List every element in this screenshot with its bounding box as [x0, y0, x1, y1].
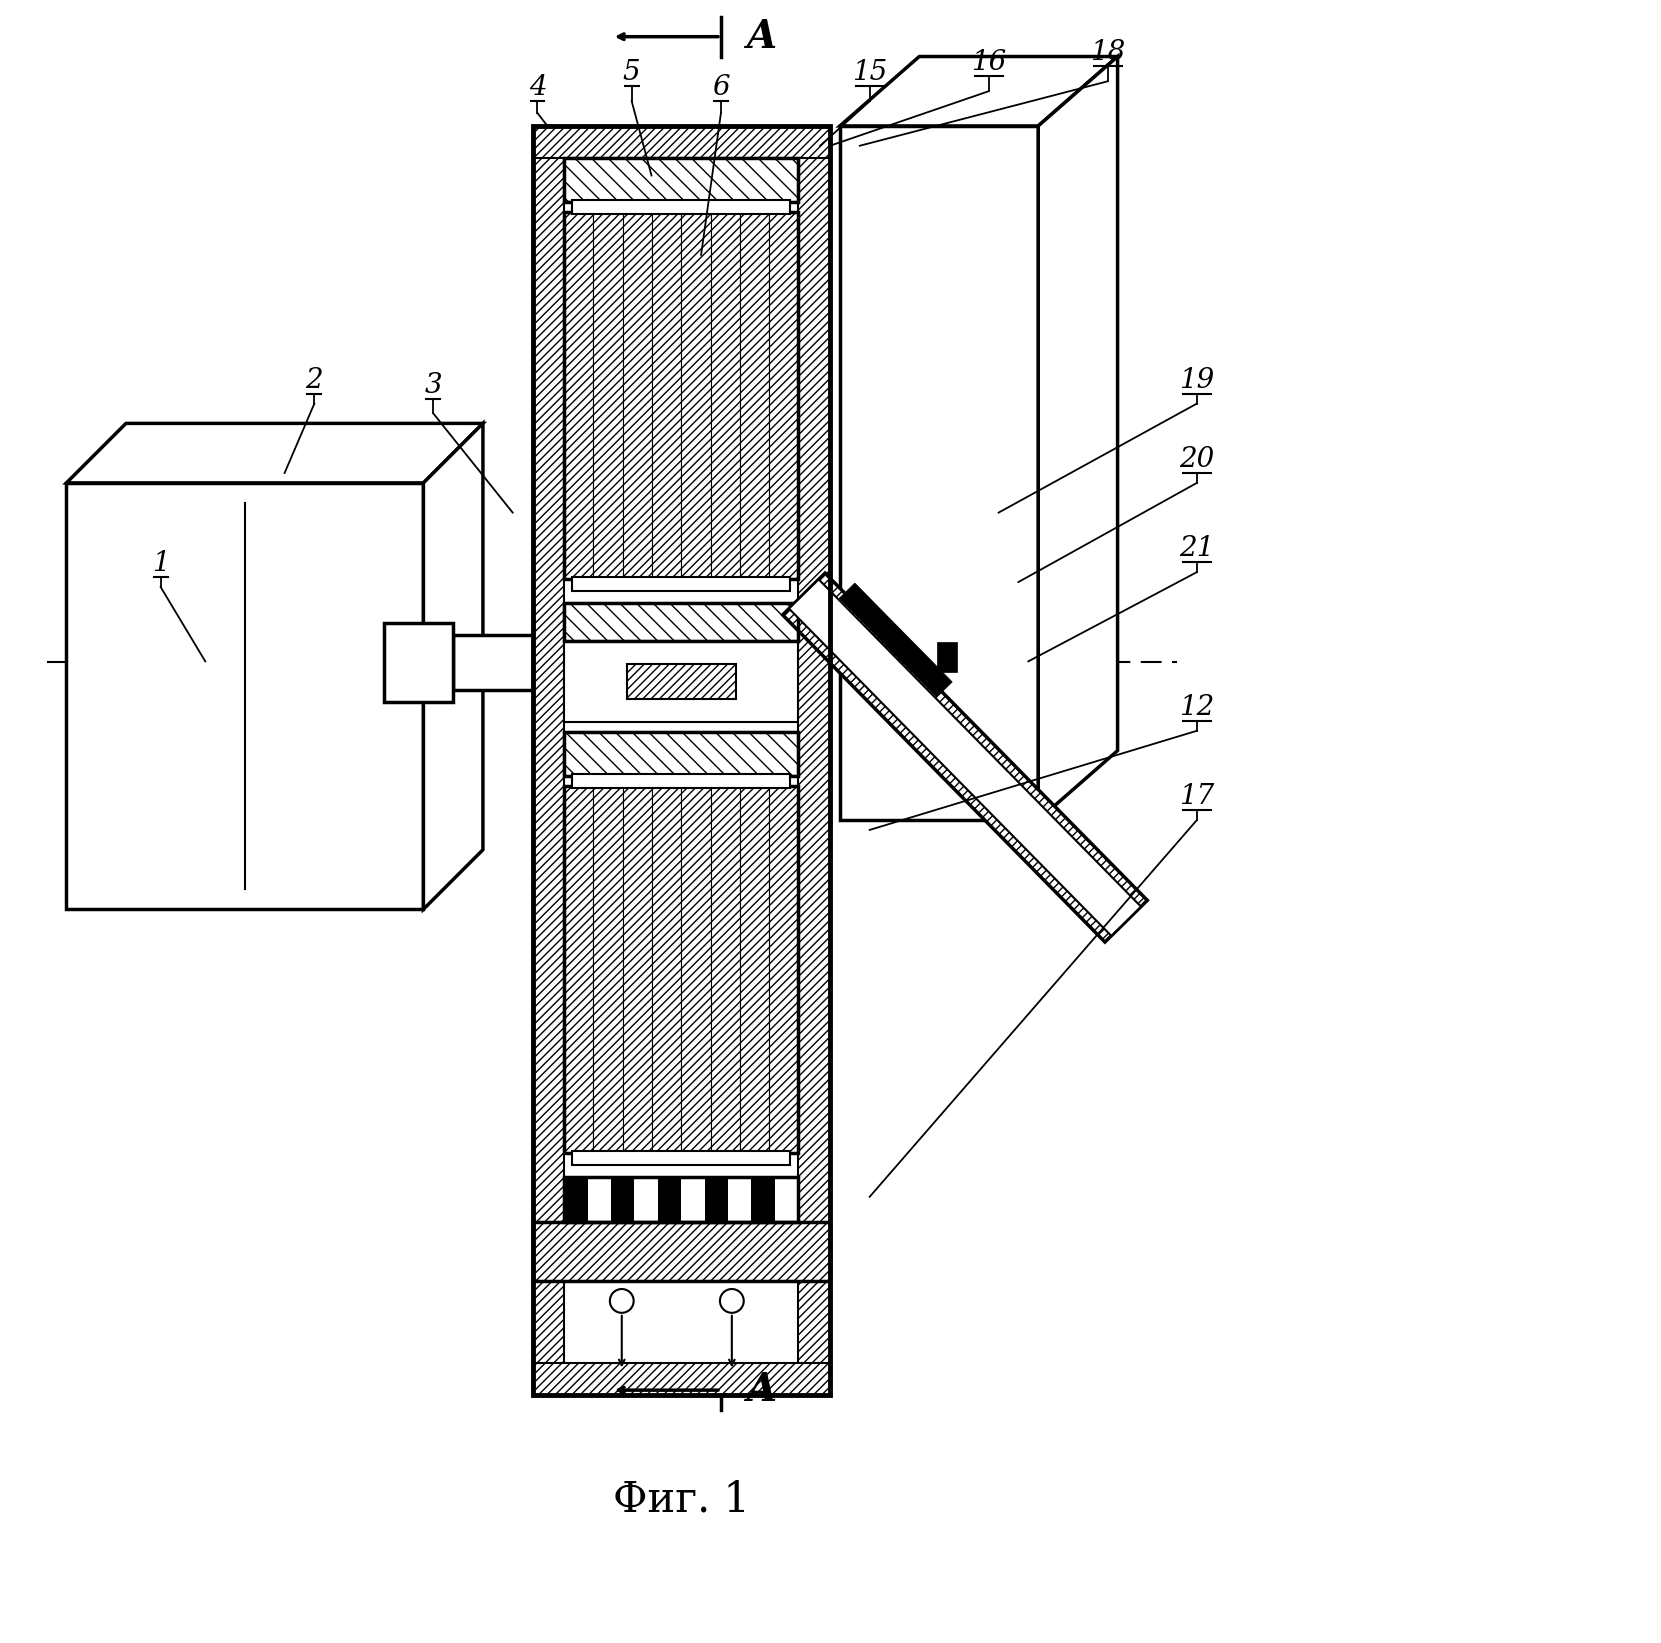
Text: 3: 3 [425, 371, 442, 399]
Bar [565, 641, 799, 721]
Bar [681, 787, 711, 1153]
Text: 18: 18 [1090, 39, 1124, 66]
Polygon shape [789, 580, 1141, 937]
Bar [611, 1176, 635, 1222]
Bar [533, 1222, 830, 1282]
Text: 2: 2 [306, 366, 324, 394]
Bar [565, 158, 799, 1364]
Bar [453, 636, 533, 690]
Bar [711, 212, 739, 578]
Bar [626, 664, 736, 698]
Bar [739, 212, 769, 578]
Text: 1: 1 [151, 550, 169, 577]
Polygon shape [937, 642, 957, 672]
Bar [66, 483, 424, 909]
Bar [799, 127, 830, 1395]
Bar [533, 1364, 830, 1395]
Bar [565, 158, 799, 202]
Bar [593, 787, 623, 1153]
Bar [533, 1222, 830, 1282]
Bar [533, 127, 565, 1395]
Bar [565, 787, 593, 1153]
Bar [711, 787, 739, 1153]
Text: Фиг. 1: Фиг. 1 [613, 1479, 749, 1520]
Text: 6: 6 [713, 74, 729, 102]
Bar [565, 603, 799, 641]
Polygon shape [66, 424, 483, 483]
Bar [739, 787, 769, 1153]
Bar [565, 212, 593, 578]
Bar [623, 787, 653, 1153]
Bar [571, 774, 791, 789]
Circle shape [610, 1290, 633, 1313]
Bar [704, 1176, 728, 1222]
Bar [658, 1176, 681, 1222]
Bar [571, 1152, 791, 1165]
Polygon shape [782, 573, 1148, 941]
Bar [565, 731, 799, 777]
Bar [565, 212, 799, 578]
Text: 21: 21 [1179, 536, 1214, 562]
Bar [384, 623, 453, 702]
Polygon shape [840, 56, 1118, 127]
Bar [593, 212, 623, 578]
Text: 20: 20 [1179, 445, 1214, 473]
Bar [769, 787, 799, 1153]
Bar [751, 1176, 776, 1222]
Text: 17: 17 [1179, 784, 1214, 810]
Polygon shape [839, 583, 952, 697]
Bar [533, 127, 830, 158]
Bar [653, 787, 681, 1153]
Bar [565, 1176, 799, 1222]
Text: 16: 16 [972, 49, 1007, 76]
Text: A: A [746, 18, 776, 56]
Text: 4: 4 [528, 74, 546, 102]
Bar [623, 212, 653, 578]
Circle shape [719, 1290, 744, 1313]
Bar [571, 200, 791, 214]
Bar [565, 787, 799, 1153]
Bar [565, 158, 799, 202]
Text: 15: 15 [852, 59, 887, 87]
Polygon shape [424, 424, 483, 909]
Text: 5: 5 [623, 59, 641, 87]
Text: 12: 12 [1179, 693, 1214, 721]
Bar [565, 731, 799, 777]
Text: 19: 19 [1179, 366, 1214, 394]
Bar [653, 212, 681, 578]
Text: A: A [746, 1372, 776, 1410]
Bar [565, 603, 799, 641]
Bar [571, 577, 791, 591]
Bar [533, 127, 830, 1395]
Bar [769, 212, 799, 578]
Bar [565, 1176, 588, 1222]
Polygon shape [1038, 56, 1118, 820]
Bar [681, 212, 711, 578]
Bar [840, 127, 1038, 820]
